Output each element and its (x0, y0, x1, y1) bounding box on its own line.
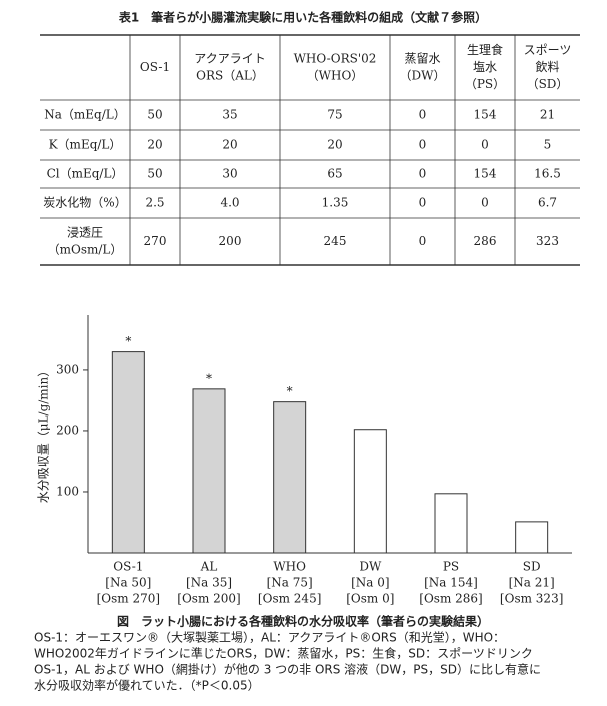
cell-text: （mOsm/L） (48, 243, 123, 257)
x-tick-label: PS (443, 560, 459, 574)
x-tick-label: [Na 21] (509, 576, 555, 590)
cell-value: 200 (219, 234, 242, 248)
x-tick-label: WHO (273, 560, 306, 574)
x-tick-label: [Na 0] (351, 576, 389, 590)
cell-text: （SD） (527, 77, 569, 91)
x-tick-label: [Na 50] (105, 576, 151, 590)
cell-text: OS-1 (140, 60, 170, 74)
cell-value: 0 (419, 108, 427, 122)
x-tick-label: [Osm 323] (500, 592, 563, 606)
cell-text: 塩水 (473, 59, 497, 74)
x-tick-label: SD (523, 560, 541, 574)
significance-mark: * (287, 384, 293, 398)
cell-text: 蒸留水 (404, 52, 440, 66)
cell-text: Cl（mEq/L） (47, 167, 124, 181)
cell-value: 2.5 (145, 196, 164, 210)
cell-value: 50 (147, 167, 162, 181)
cell-text: アクアライト (194, 52, 265, 66)
y-tick-label: 100 (56, 484, 79, 498)
cell-value: 20 (147, 138, 162, 152)
cell-value: 323 (536, 234, 559, 248)
caption-note: 水分吸収効率が優れていた．（*P＜0.05） (34, 678, 260, 693)
cell-value: 75 (327, 108, 342, 122)
x-tick-label: [Osm 0] (346, 592, 394, 606)
cell-value: 65 (327, 167, 342, 181)
significance-mark: * (206, 371, 212, 385)
y-tick-label: 200 (56, 423, 79, 437)
cell-value: 4.0 (220, 196, 239, 210)
cell-value: 154 (474, 108, 497, 122)
cell-text: Na（mEq/L） (44, 108, 126, 122)
cell-value: 1.35 (322, 196, 349, 210)
bar (111, 351, 145, 554)
x-tick-label: [Osm 200] (177, 592, 240, 606)
cell-text: （DW） (400, 69, 446, 83)
x-tick-label: [Na 75] (267, 576, 313, 590)
bar (192, 388, 226, 554)
cell-value: 0 (481, 138, 489, 152)
x-tick-label: [Osm 286] (419, 592, 482, 606)
cell-value: 50 (147, 108, 162, 122)
cell-text: スポーツ (524, 43, 572, 57)
cell-value: 286 (474, 234, 497, 248)
cell-value: 5 (544, 138, 552, 152)
cell-value: 0 (419, 138, 427, 152)
cell-text: 浸透圧 (67, 226, 103, 240)
cell-value: 30 (222, 167, 237, 181)
cell-value: 0 (419, 234, 427, 248)
x-tick-label: OS-1 (113, 560, 143, 574)
x-tick-label: [Na 35] (186, 576, 232, 590)
cell-text: 炭水化物（%） (43, 196, 126, 210)
x-tick-label: DW (359, 560, 382, 574)
cell-value: 0 (419, 167, 427, 181)
x-tick-label: [Osm 270] (97, 592, 160, 606)
caption-note: OS-1，AL および WHO（網掛け）が他の 3 つの非 ORS 溶液（DW，… (34, 662, 541, 677)
bar (434, 493, 468, 554)
y-axis-label: 水分吸収量（μL/g/min） (37, 365, 51, 503)
cell-value: 0 (419, 196, 427, 210)
cell-value: 35 (222, 108, 237, 122)
x-tick-label: [Na 154] (424, 576, 478, 590)
figure-title: 図 ラット小腸における各種飲料の水分吸収率（筆者らの実験結果） (117, 614, 489, 629)
cell-value: 16.5 (534, 167, 561, 181)
cell-text: 生理食 (467, 42, 503, 57)
cell-value: 6.7 (538, 196, 557, 210)
y-tick-label: 300 (56, 362, 79, 376)
bar (353, 429, 387, 554)
bar (515, 521, 549, 554)
cell-text: WHO-ORS'02 (294, 52, 377, 66)
cell-value: 270 (144, 234, 167, 248)
cell-value: 20 (222, 138, 237, 152)
caption-note: OS-1：オーエスワン®（大塚製薬工場），AL：アクアライト®ORS（和光堂），… (34, 631, 505, 645)
table-title: 表1 筆者らが小腸灌流実験に用いた各種飲料の組成（文献７参照） (118, 10, 487, 25)
cell-text: K（mEq/L） (49, 138, 122, 152)
cell-text: （WHO） (307, 69, 364, 83)
caption-note: WHO2002年ガイドラインに準じたORS，DW：蒸留水，PS：生食，SD：スポ… (34, 646, 533, 661)
cell-value: 21 (540, 108, 555, 122)
cell-value: 0 (481, 196, 489, 210)
x-tick-label: [Osm 245] (258, 592, 321, 606)
cell-text: 飲料 (535, 59, 559, 74)
bar (273, 401, 307, 554)
significance-mark: * (125, 334, 131, 348)
x-tick-label: AL (200, 560, 218, 574)
cell-text: ORS（AL） (196, 69, 264, 83)
cell-value: 20 (327, 138, 342, 152)
cell-value: 245 (324, 234, 347, 248)
cell-value: 154 (474, 167, 497, 181)
cell-text: （PS） (465, 77, 505, 91)
